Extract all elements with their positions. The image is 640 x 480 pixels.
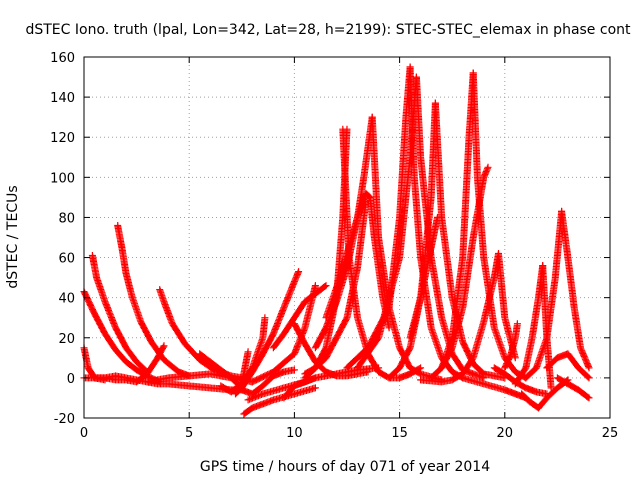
y-tick-label: 60	[58, 252, 75, 267]
series-39	[501, 320, 521, 372]
series-markers	[301, 125, 351, 378]
series-44	[558, 207, 593, 372]
series-46	[553, 374, 593, 402]
series-43	[522, 207, 566, 382]
series-markers	[91, 342, 168, 386]
x-axis-label: GPS time / hours of day 071 of year 2014	[200, 459, 490, 475]
x-tick-label: 25	[602, 426, 619, 441]
series-20	[301, 125, 351, 378]
x-tick-label: 20	[497, 426, 514, 441]
series-markers	[417, 250, 519, 386]
series-6	[91, 342, 168, 386]
series-markers	[234, 314, 269, 392]
x-tick-label: 15	[391, 426, 408, 441]
y-tick-label: 100	[50, 171, 75, 186]
x-tick-label: 0	[80, 426, 88, 441]
series-36	[417, 250, 519, 386]
y-tick-label: 80	[58, 211, 75, 226]
x-tick-label: 5	[185, 426, 193, 441]
y-tick-label: 40	[58, 292, 75, 307]
series-35	[438, 163, 492, 372]
series-markers	[522, 207, 566, 382]
series-markers	[558, 207, 593, 372]
series-markers	[553, 374, 593, 402]
series-markers	[88, 252, 151, 376]
series-17	[269, 282, 330, 352]
series-3	[88, 252, 151, 376]
y-tick-label: -20	[54, 412, 75, 427]
series-markers	[501, 320, 521, 372]
series-markers	[322, 189, 393, 332]
series-5	[114, 222, 193, 380]
series-markers	[269, 282, 330, 352]
series-34	[469, 69, 530, 382]
y-tick-label: 20	[58, 332, 75, 347]
data-layer	[80, 63, 593, 418]
series-markers	[412, 73, 488, 382]
y-tick-label: 120	[50, 131, 75, 146]
series-markers	[339, 125, 425, 382]
y-axis-label: dSTEC / TECUs	[5, 185, 21, 288]
series-markers	[469, 69, 530, 382]
y-tick-label: 160	[50, 51, 75, 66]
series-markers	[438, 163, 492, 372]
series-24	[339, 125, 425, 382]
y-tick-label: 0	[67, 372, 75, 387]
axes: 0 5 10 15 20 25 -20 0 20 40 60 80 100 120 140 160	[50, 51, 618, 441]
series-45	[543, 350, 593, 382]
series-markers	[406, 213, 441, 342]
x-tick-label: 10	[286, 426, 303, 441]
series-32	[406, 213, 441, 342]
plot-frame	[83, 56, 611, 419]
series-29	[412, 73, 488, 382]
series-13	[234, 314, 269, 392]
chart-title: dSTEC Iono. truth (lpal, Lon=342, Lat=28…	[25, 22, 631, 38]
series-markers	[543, 350, 593, 382]
series-22	[322, 189, 393, 332]
series-markers	[114, 222, 193, 380]
y-tick-label: 140	[50, 91, 75, 106]
